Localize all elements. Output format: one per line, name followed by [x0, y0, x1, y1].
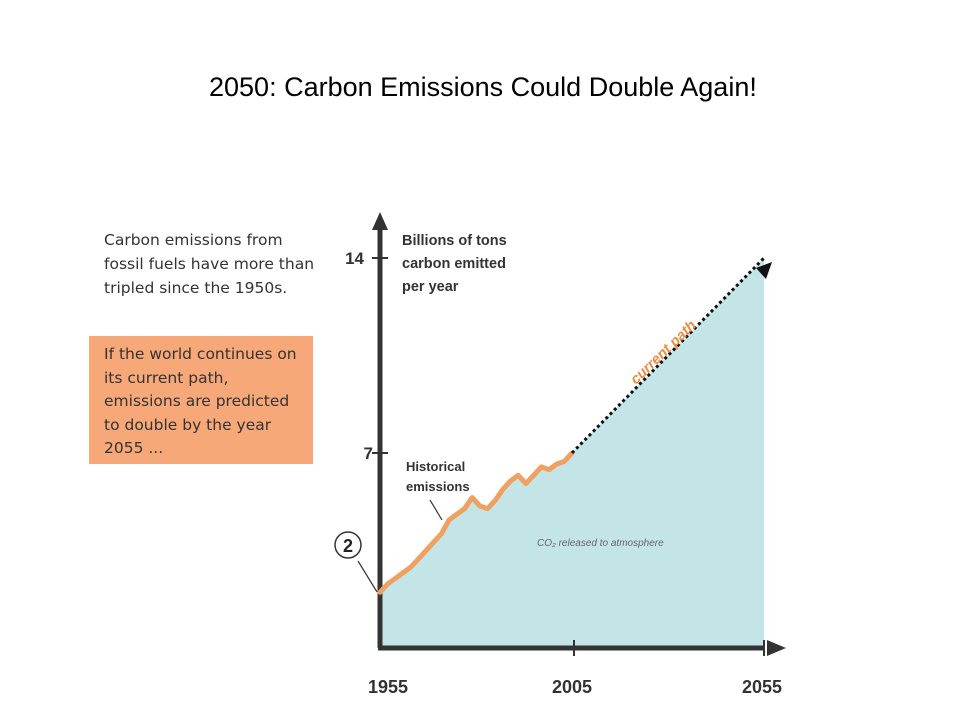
- historical-label-pointer: [429, 499, 443, 521]
- intro-note: Carbon emissions from fossil fuels have …: [104, 231, 315, 297]
- x-axis-arrowhead: [767, 640, 786, 656]
- y-axis-arrowhead: [372, 212, 388, 230]
- start-value-marker-label: 2: [343, 536, 353, 556]
- x-tick-label-1955: 1955: [368, 677, 408, 697]
- start-value-marker: [334, 531, 362, 559]
- y-axis-label-line-1: Billions of tons: [402, 233, 507, 249]
- historical-label-line-2: emissions: [406, 479, 470, 494]
- start-value-pointer: [357, 560, 378, 593]
- y-tick-label-14: 14: [345, 249, 364, 268]
- y-axis-label-line-3: per year: [402, 279, 459, 295]
- co2-area-label: CO₂ released to atmosphere: [537, 538, 664, 549]
- historical-emissions-line: [377, 450, 575, 595]
- x-tick-label-2055: 2055: [742, 677, 782, 697]
- slide-title: 2050: Carbon Emissions Could Double Agai…: [209, 72, 757, 102]
- y-axis-label-line-2: carbon emitted: [402, 256, 506, 272]
- x-tick-label-2005: 2005: [552, 677, 592, 697]
- historical-label-line-1: Historical: [406, 459, 465, 474]
- prediction-note-box: If the world continues on its current pa…: [89, 336, 313, 464]
- y-tick-label-7: 7: [364, 444, 373, 463]
- current-path-arrowhead: [756, 262, 772, 279]
- current-path-line: [570, 256, 766, 455]
